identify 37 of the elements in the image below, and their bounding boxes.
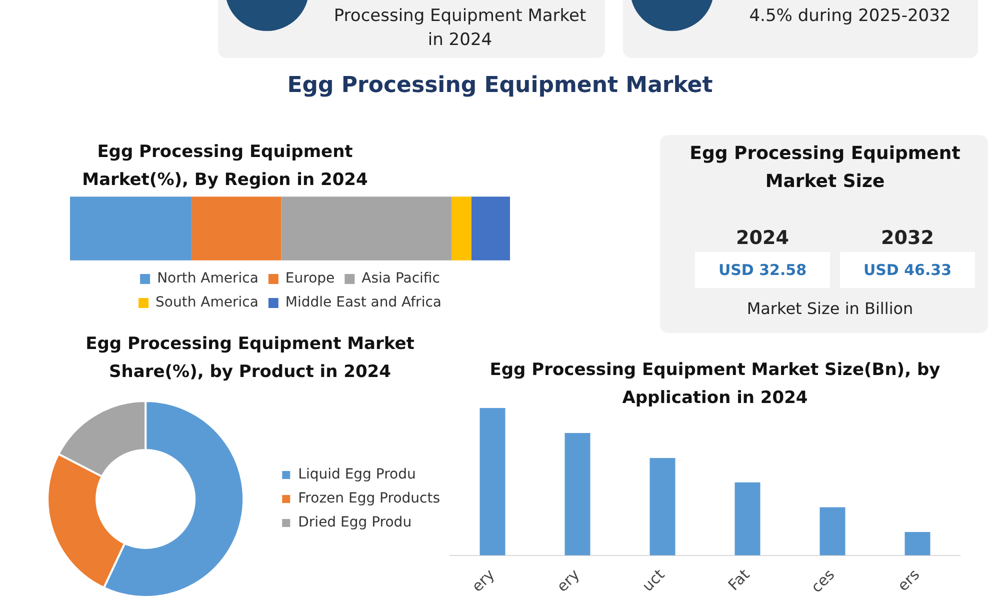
bar: [820, 507, 846, 556]
bar: [451, 196, 472, 260]
x-tick-label: uct: [638, 566, 668, 596]
legend-label: South America: [156, 294, 258, 311]
bar: [471, 196, 510, 260]
bar: [904, 532, 930, 556]
text: 4.5% during 2025-2032: [748, 5, 952, 28]
chart-title: Egg Processing Equipment Market Share(%), by Product in 2024: [84, 333, 416, 384]
bar: [650, 458, 676, 556]
legend-label: Asia Pacific: [362, 270, 440, 287]
text: Egg Processing Equipment Market: [286, 72, 714, 100]
legend-label: Frozen Egg Products: [298, 490, 440, 507]
x-tick-label: ces: [807, 565, 838, 596]
bar: [564, 433, 590, 556]
bar: [70, 196, 192, 260]
x-tick-label: ery: [468, 566, 498, 596]
text: Processing Equipment Market in 2024: [332, 5, 588, 52]
chart-title: Egg Processing Equipment Market(%), By Region in 2024: [81, 141, 369, 192]
x-tick-label: ers: [894, 565, 924, 595]
x-tick-label: ery: [553, 566, 584, 596]
text: USD 32.58: [695, 252, 830, 288]
text: USD 46.33: [840, 252, 975, 288]
legend-label: Liquid Egg Produ: [298, 466, 416, 483]
legend-label: Europe: [285, 270, 335, 287]
legend-label: North America: [157, 270, 258, 287]
text: Egg Processing Equipment Market Size: [688, 142, 962, 194]
bar: [480, 408, 506, 556]
legend-label: Middle East and Africa: [285, 294, 442, 311]
x-tick-label: Fat: [724, 566, 754, 594]
bar: [281, 196, 452, 260]
text: 2032: [880, 226, 935, 251]
text: Market Size in Billion: [746, 298, 914, 320]
text: 2024: [735, 226, 790, 251]
bar: [192, 196, 282, 260]
chart-title: Egg Processing Equipment Market Size(Bn), by Application in 2024: [488, 359, 942, 410]
bar: [734, 482, 760, 556]
legend-label: Dried Egg Produ: [298, 514, 412, 531]
